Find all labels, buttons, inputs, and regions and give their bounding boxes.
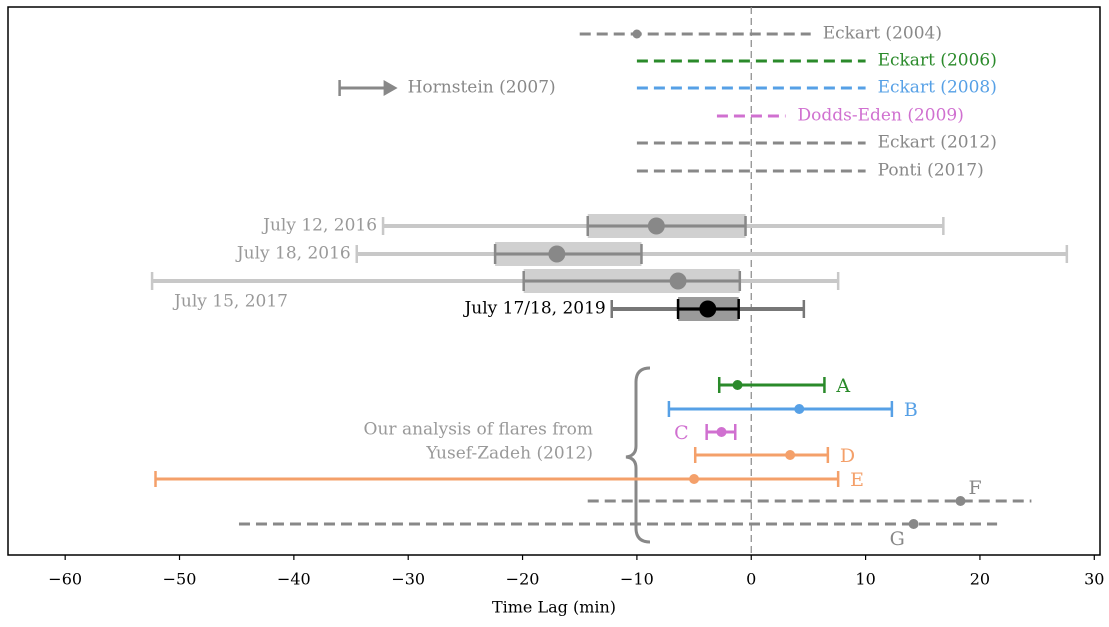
measurement-label: July 12, 2016 bbox=[261, 216, 377, 236]
plot-frame bbox=[7, 6, 1101, 556]
flare-point bbox=[785, 450, 796, 460]
reference-label: Eckart (2004) bbox=[823, 24, 942, 44]
annotation: Yusef-Zadeh (2012) bbox=[425, 444, 593, 464]
measurement-label: July 17/18, 2019 bbox=[462, 299, 605, 319]
flare-point bbox=[908, 519, 919, 529]
measurement-point bbox=[647, 217, 665, 235]
flare-label: F bbox=[968, 477, 981, 499]
reference-label: Eckart (2012) bbox=[878, 133, 997, 153]
x-tick-label: 30 bbox=[1084, 570, 1104, 589]
flare-label: G bbox=[890, 528, 905, 550]
flare-label: C bbox=[674, 422, 689, 444]
measurement-label: July 18, 2016 bbox=[235, 244, 351, 264]
x-tick-label: 20 bbox=[970, 570, 990, 589]
flare-point bbox=[794, 404, 805, 414]
x-tick-label: −60 bbox=[48, 570, 82, 589]
reference-label: Ponti (2017) bbox=[878, 161, 984, 181]
measurement-label: July 15, 2017 bbox=[172, 292, 288, 312]
flare-point bbox=[955, 496, 966, 506]
flare-point bbox=[689, 474, 700, 484]
annotation: Our analysis of flares from bbox=[364, 420, 593, 440]
brace bbox=[625, 366, 651, 544]
measurement-point bbox=[548, 245, 566, 263]
limit-label: Hornstein (2007) bbox=[408, 78, 556, 98]
x-tick-label: 0 bbox=[746, 570, 756, 589]
flare-point bbox=[716, 427, 727, 437]
x-tick-label: −30 bbox=[391, 570, 425, 589]
flare-label: D bbox=[840, 445, 855, 467]
x-tick-label: −20 bbox=[506, 570, 540, 589]
flare-label: A bbox=[835, 375, 850, 397]
flare-point bbox=[732, 380, 743, 390]
x-tick-label: −10 bbox=[620, 570, 654, 589]
x-tick-label: −40 bbox=[277, 570, 311, 589]
flare-label: B bbox=[904, 399, 918, 421]
measurement-point bbox=[669, 272, 687, 290]
measurement-point bbox=[699, 300, 717, 318]
x-tick-label: −50 bbox=[163, 570, 197, 589]
x-tick-label: 10 bbox=[855, 570, 875, 589]
reference-label: Eckart (2008) bbox=[878, 78, 997, 98]
reference-label: Dodds-Eden (2009) bbox=[798, 106, 964, 126]
reference-label: Eckart (2006) bbox=[878, 51, 997, 71]
reference-point bbox=[632, 29, 642, 39]
flare-label: E bbox=[850, 469, 864, 491]
limit-arrowhead bbox=[383, 80, 398, 96]
x-axis-label: Time Lag (min) bbox=[492, 598, 616, 617]
